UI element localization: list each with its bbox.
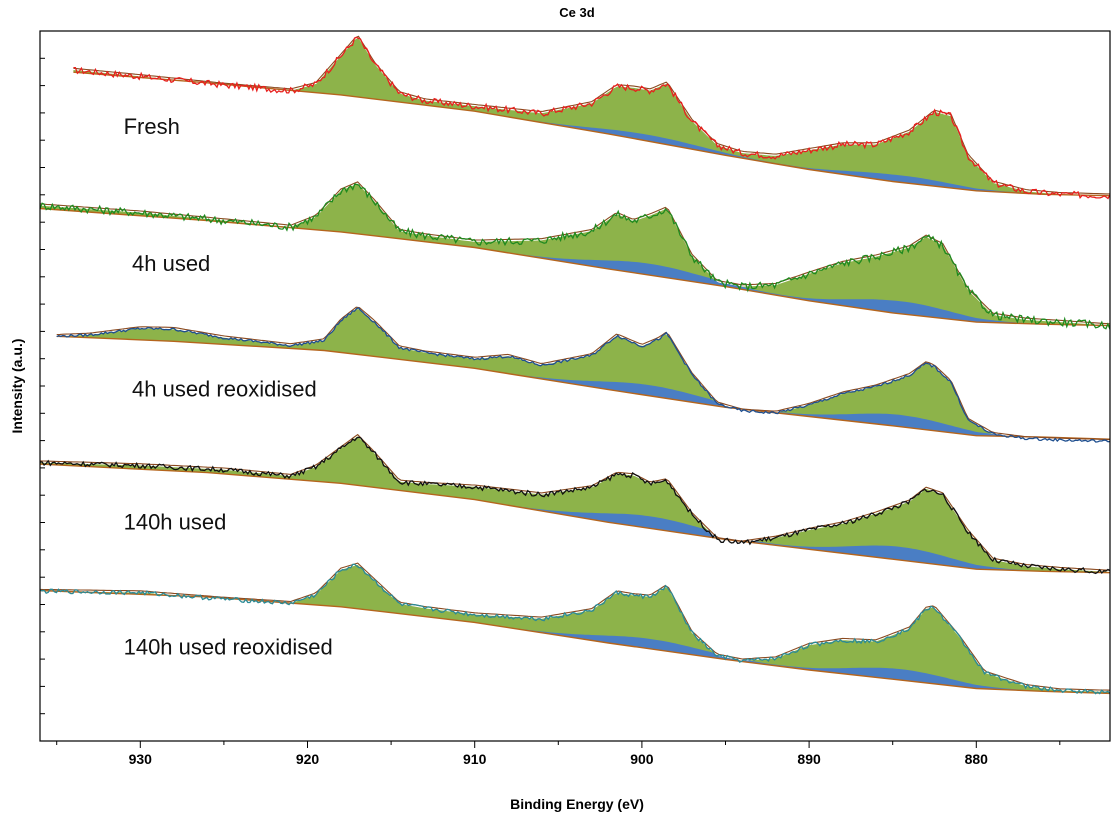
series-line [73, 36, 1111, 200]
spectrum-label: 4h used reoxidised [132, 377, 317, 402]
series-line [39, 183, 1111, 330]
series-line [56, 307, 1111, 443]
spectrum-0 [73, 35, 1111, 200]
ce4-component-area [40, 564, 1110, 694]
x-tick-label: 920 [296, 751, 320, 767]
x-tick-label: 900 [630, 751, 654, 767]
spectrum-labels: Fresh 4h used 4h used reoxidised 140h used 1… [124, 114, 333, 660]
series-line [39, 436, 1111, 575]
plot-area: Fresh 4h used 4h used reoxidised 140h used 1… [39, 35, 1111, 695]
x-axis: 930 920 910 900 890 880 [40, 57, 1061, 767]
spectrum-label: 4h used [132, 251, 210, 276]
ce4-component-area [40, 183, 1110, 326]
y-axis-label: Intensity (a.u.) [9, 339, 25, 434]
spectrum-label: Fresh [124, 114, 180, 139]
x-axis-label: Binding Energy (eV) [510, 796, 644, 812]
ce4-component-area [40, 436, 1110, 573]
ce4-component-area [56, 309, 1111, 440]
x-tick-label: 910 [463, 751, 487, 767]
spectrum-2 [56, 306, 1111, 443]
x-tick-label: 930 [129, 751, 153, 767]
series-line [39, 563, 1111, 695]
chart-title: Ce 3d [559, 5, 594, 20]
spectrum-label: 140h used reoxidised [124, 634, 333, 659]
spectrum-1 [39, 181, 1111, 330]
x-tick-label: 880 [965, 751, 989, 767]
spectrum-label: 140h used [124, 509, 227, 534]
spectrum-3 [39, 433, 1111, 575]
spectrum-4 [39, 562, 1111, 695]
ce4-component-area [73, 38, 1110, 196]
x-tick-label: 890 [797, 751, 821, 767]
